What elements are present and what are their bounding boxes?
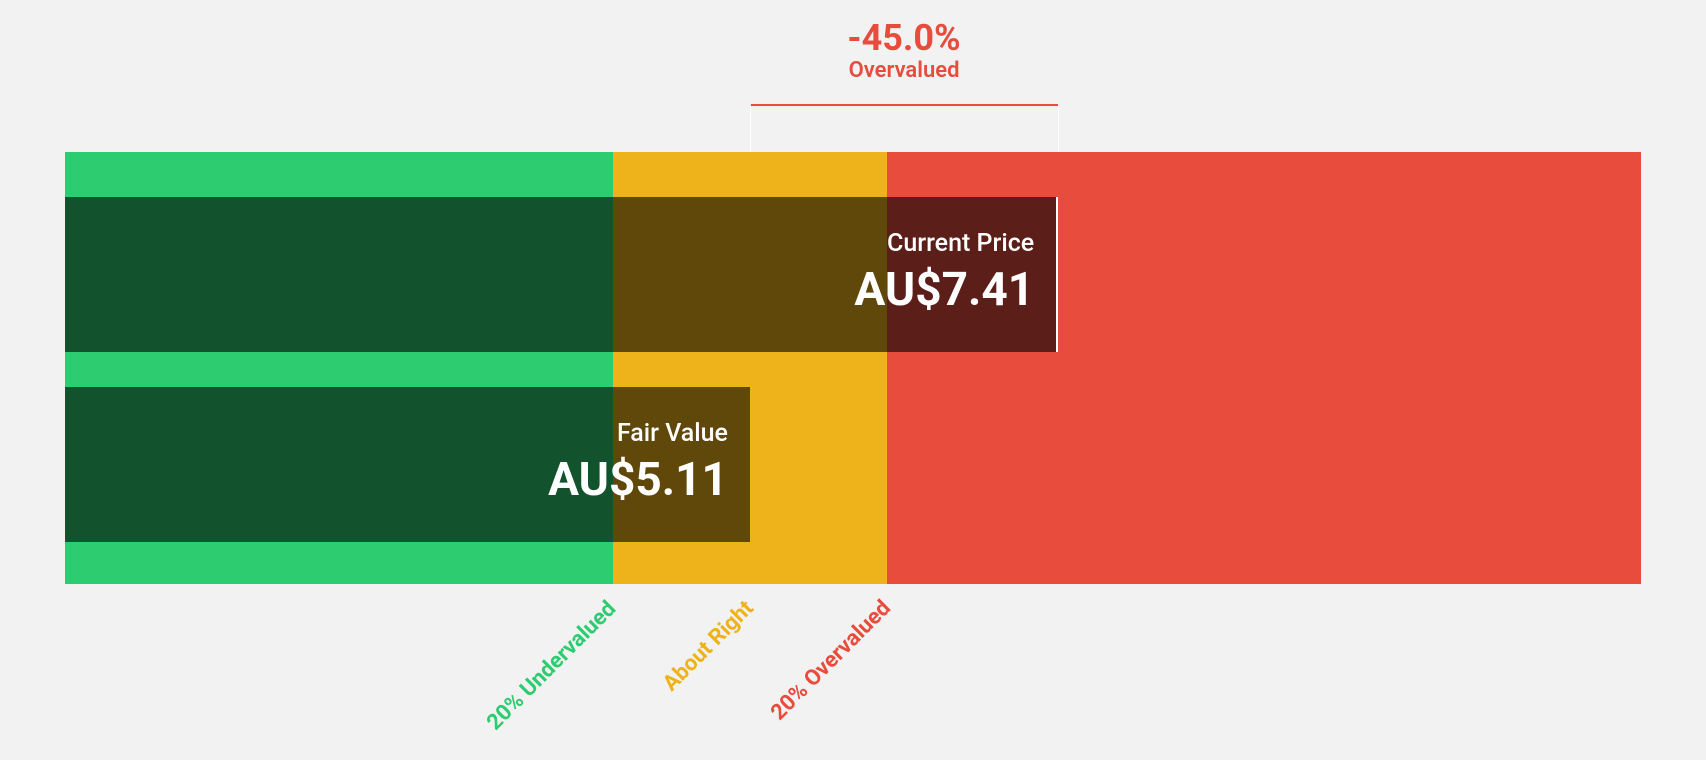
valuation-chart: Current Price AU$7.41 Fair Value AU$5.11: [65, 152, 1641, 584]
current-price-bar: Current Price AU$7.41: [65, 197, 1058, 352]
fair-value-bar: Fair Value AU$5.11: [65, 387, 750, 542]
current-price-value: AU$7.41: [854, 263, 1034, 317]
callout-leader-line: [750, 104, 1058, 106]
fair-value-label: Fair Value: [617, 419, 728, 448]
current-price-label: Current Price: [887, 229, 1034, 258]
valuation-callout: -45.0% Overvalued: [847, 20, 960, 84]
axis-label-overvalued: 20% Overvalued: [766, 595, 896, 725]
axis-label-undervalued: 20% Undervalued: [482, 596, 621, 735]
fair-value-value: AU$5.11: [548, 453, 728, 507]
callout-status: Overvalued: [847, 58, 960, 84]
axis-label-about-right: About Right: [658, 596, 758, 696]
callout-percent: -45.0%: [847, 20, 960, 58]
